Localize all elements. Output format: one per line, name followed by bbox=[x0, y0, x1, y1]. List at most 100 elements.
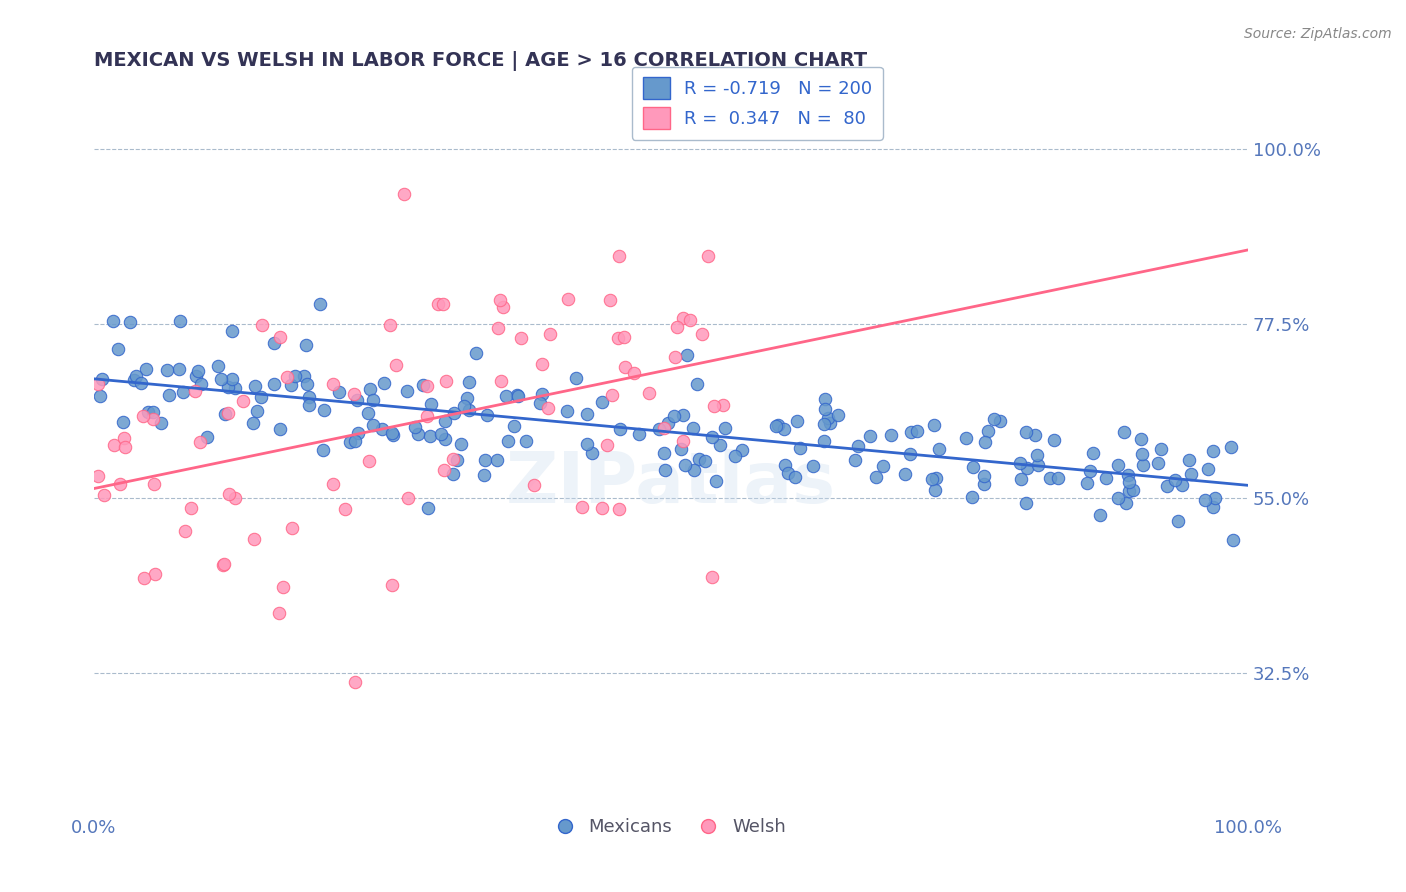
Welsh bbox=[142, 412, 165, 426]
Mexicans bbox=[346, 392, 368, 407]
Mexicans bbox=[1118, 483, 1140, 498]
Mexicans bbox=[1204, 491, 1226, 505]
Welsh bbox=[276, 370, 298, 384]
Welsh bbox=[538, 327, 561, 342]
Welsh bbox=[143, 477, 166, 491]
Welsh bbox=[600, 388, 623, 402]
Mexicans bbox=[298, 398, 321, 412]
Welsh bbox=[217, 406, 239, 420]
Welsh bbox=[432, 297, 454, 311]
Mexicans bbox=[477, 408, 499, 422]
Welsh bbox=[606, 331, 628, 345]
Mexicans bbox=[858, 428, 880, 442]
Mexicans bbox=[157, 388, 180, 402]
Mexicans bbox=[662, 409, 685, 423]
Mexicans bbox=[564, 371, 586, 385]
Mexicans bbox=[418, 501, 440, 516]
Mexicans bbox=[1039, 470, 1062, 484]
Welsh bbox=[114, 440, 136, 454]
Mexicans bbox=[1014, 425, 1036, 439]
Welsh bbox=[679, 312, 702, 326]
Welsh bbox=[93, 488, 115, 502]
Mexicans bbox=[673, 458, 696, 472]
Mexicans bbox=[1015, 496, 1038, 510]
Mexicans bbox=[1076, 476, 1098, 491]
Welsh bbox=[416, 379, 439, 393]
Welsh bbox=[87, 376, 110, 391]
Mexicans bbox=[773, 422, 796, 436]
Mexicans bbox=[814, 402, 837, 417]
Welsh bbox=[537, 401, 560, 415]
Welsh bbox=[441, 452, 464, 467]
Mexicans bbox=[1118, 475, 1140, 489]
Mexicans bbox=[1015, 461, 1038, 475]
Mexicans bbox=[974, 435, 997, 450]
Mexicans bbox=[122, 373, 145, 387]
Mexicans bbox=[955, 431, 977, 445]
Mexicans bbox=[654, 463, 676, 477]
Mexicans bbox=[269, 422, 291, 436]
Welsh bbox=[132, 571, 155, 585]
Mexicans bbox=[412, 377, 434, 392]
Welsh bbox=[132, 409, 155, 423]
Mexicans bbox=[361, 392, 384, 407]
Mexicans bbox=[294, 337, 316, 351]
Welsh bbox=[87, 469, 110, 483]
Mexicans bbox=[89, 389, 111, 403]
Mexicans bbox=[443, 406, 465, 420]
Welsh bbox=[224, 491, 246, 505]
Welsh bbox=[638, 386, 661, 401]
Mexicans bbox=[381, 428, 404, 442]
Mexicans bbox=[848, 439, 870, 453]
Mexicans bbox=[1156, 479, 1178, 493]
Welsh bbox=[530, 357, 553, 371]
Mexicans bbox=[328, 384, 350, 399]
Mexicans bbox=[129, 376, 152, 390]
Mexicans bbox=[441, 467, 464, 482]
Welsh bbox=[214, 558, 236, 572]
Welsh bbox=[385, 358, 408, 372]
Welsh bbox=[672, 434, 695, 449]
Mexicans bbox=[983, 412, 1005, 426]
Mexicans bbox=[1222, 533, 1244, 548]
Mexicans bbox=[609, 422, 631, 436]
Mexicans bbox=[713, 421, 735, 435]
Mexicans bbox=[557, 404, 579, 418]
Welsh bbox=[700, 570, 723, 584]
Mexicans bbox=[373, 376, 395, 390]
Welsh bbox=[571, 500, 593, 514]
Mexicans bbox=[627, 427, 650, 442]
Welsh bbox=[433, 463, 456, 477]
Mexicans bbox=[221, 324, 243, 338]
Welsh bbox=[697, 249, 720, 263]
Welsh bbox=[614, 359, 637, 374]
Mexicans bbox=[112, 415, 135, 429]
Mexicans bbox=[921, 472, 943, 486]
Welsh bbox=[523, 477, 546, 491]
Mexicans bbox=[1130, 447, 1153, 461]
Mexicans bbox=[1043, 433, 1066, 447]
Mexicans bbox=[505, 388, 527, 402]
Mexicans bbox=[922, 418, 945, 433]
Mexicans bbox=[502, 418, 524, 433]
Mexicans bbox=[101, 314, 124, 328]
Mexicans bbox=[973, 476, 995, 491]
Welsh bbox=[110, 477, 132, 491]
Mexicans bbox=[1178, 452, 1201, 467]
Welsh bbox=[690, 326, 713, 341]
Mexicans bbox=[704, 474, 727, 488]
Mexicans bbox=[1107, 491, 1129, 505]
Mexicans bbox=[1194, 492, 1216, 507]
Mexicans bbox=[142, 405, 165, 419]
Mexicans bbox=[107, 343, 129, 357]
Mexicans bbox=[344, 434, 367, 449]
Mexicans bbox=[872, 459, 894, 474]
Mexicans bbox=[766, 417, 789, 432]
Text: ZIPatlas: ZIPatlas bbox=[506, 450, 837, 518]
Mexicans bbox=[450, 437, 472, 451]
Mexicans bbox=[765, 418, 787, 433]
Mexicans bbox=[446, 452, 468, 467]
Mexicans bbox=[472, 467, 495, 482]
Mexicans bbox=[156, 362, 179, 376]
Mexicans bbox=[224, 381, 246, 395]
